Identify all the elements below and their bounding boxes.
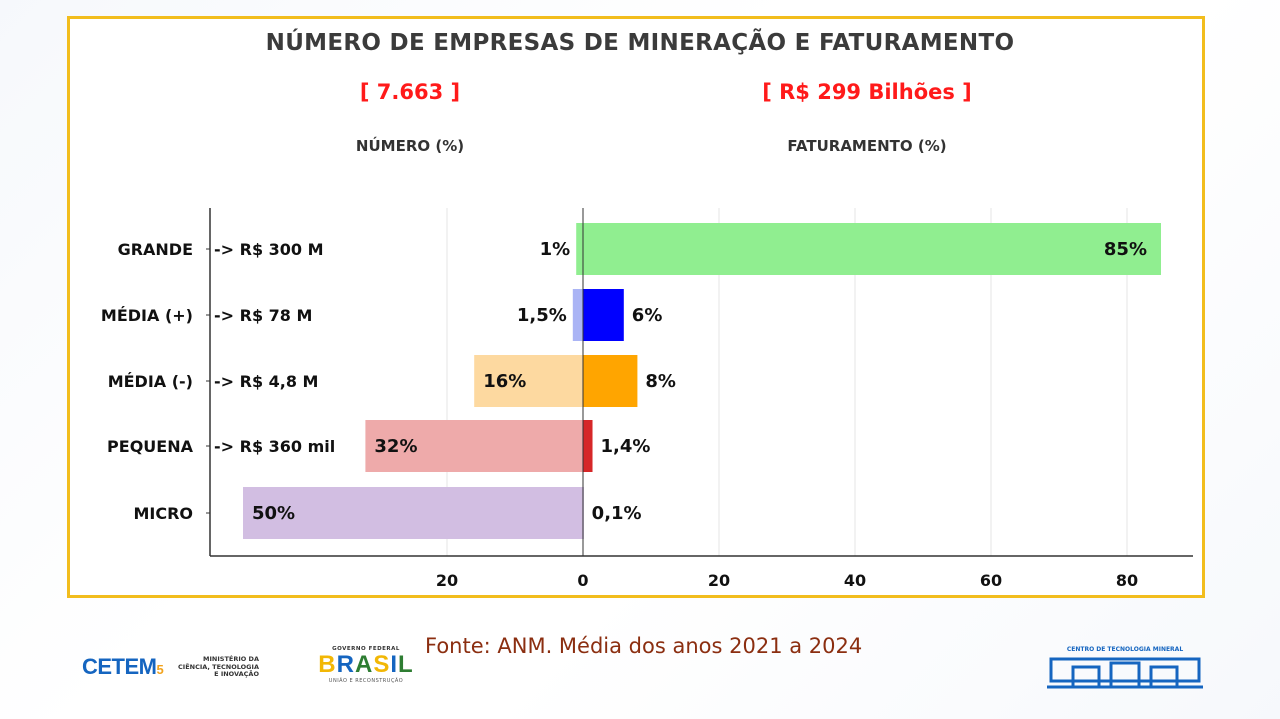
bar-numero [365,420,583,472]
value-label-numero: 1% [540,239,571,260]
bar-numero [572,289,583,341]
threshold-label: -> R$ 78 M [214,306,312,325]
mcti-logo: MINISTÉRIO DA CIÊNCIA, TECNOLOGIA E INOV… [178,655,259,678]
threshold-label: -> R$ 300 M [214,240,324,259]
bar-numero [474,355,583,407]
bar-faturamento [583,223,1161,275]
bar-numero [243,487,583,539]
source-note: Fonte: ANM. Média dos anos 2021 a 2024 [425,634,863,658]
company-count-total: [ 7.663 ] [359,80,461,104]
revenue-total: [ R$ 299 Bilhões ] [762,80,972,104]
revenue-subtitle: FATURAMENTO (%) [787,137,947,155]
cetem-logo: CETEM5 [82,654,164,679]
bar-faturamento [583,420,593,472]
value-label-faturamento: 0,1% [592,503,642,524]
category-label: MICRO [133,504,193,523]
value-label-faturamento: 8% [645,371,676,392]
category-label: MÉDIA (+) [101,306,193,325]
category-label: GRANDE [118,240,193,259]
x-tick-label: 20 [708,571,730,590]
bar-faturamento [583,289,624,341]
category-label: PEQUENA [107,437,194,456]
bar-numero [576,223,583,275]
number-subtitle: NÚMERO (%) [355,137,465,155]
ctm-logo: CENTRO DE TECNOLOGIA MINERAL [1047,646,1203,692]
x-tick-label: 40 [844,571,866,590]
value-label-numero: 50% [252,503,295,524]
value-label-numero: 16% [483,371,526,392]
value-label-numero: 32% [374,436,417,457]
value-label-faturamento: 6% [632,305,663,326]
brasil-wordmark: BRASIL [318,651,414,678]
value-label-numero: 1,5% [517,305,567,326]
threshold-label: -> R$ 4,8 M [214,372,318,391]
ctm-building-icon [1047,657,1203,689]
x-tick-label: 60 [980,571,1002,590]
gov-brasil-logo: GOVERNO FEDERAL BRASIL UNIÃO E RECONSTRU… [314,646,418,698]
threshold-label: -> R$ 360 mil [214,437,335,456]
chart-title: NÚMERO DE EMPRESAS DE MINERAÇÃO E FATURA… [265,30,1015,56]
bar-faturamento [583,355,638,407]
category-label: MÉDIA (-) [108,372,193,391]
value-label-faturamento: 85% [1104,239,1147,260]
x-tick-label: 0 [577,571,588,590]
value-label-faturamento: 1,4% [601,436,651,457]
x-tick-label: 80 [1116,571,1138,590]
x-tick-label: 20 [436,571,458,590]
